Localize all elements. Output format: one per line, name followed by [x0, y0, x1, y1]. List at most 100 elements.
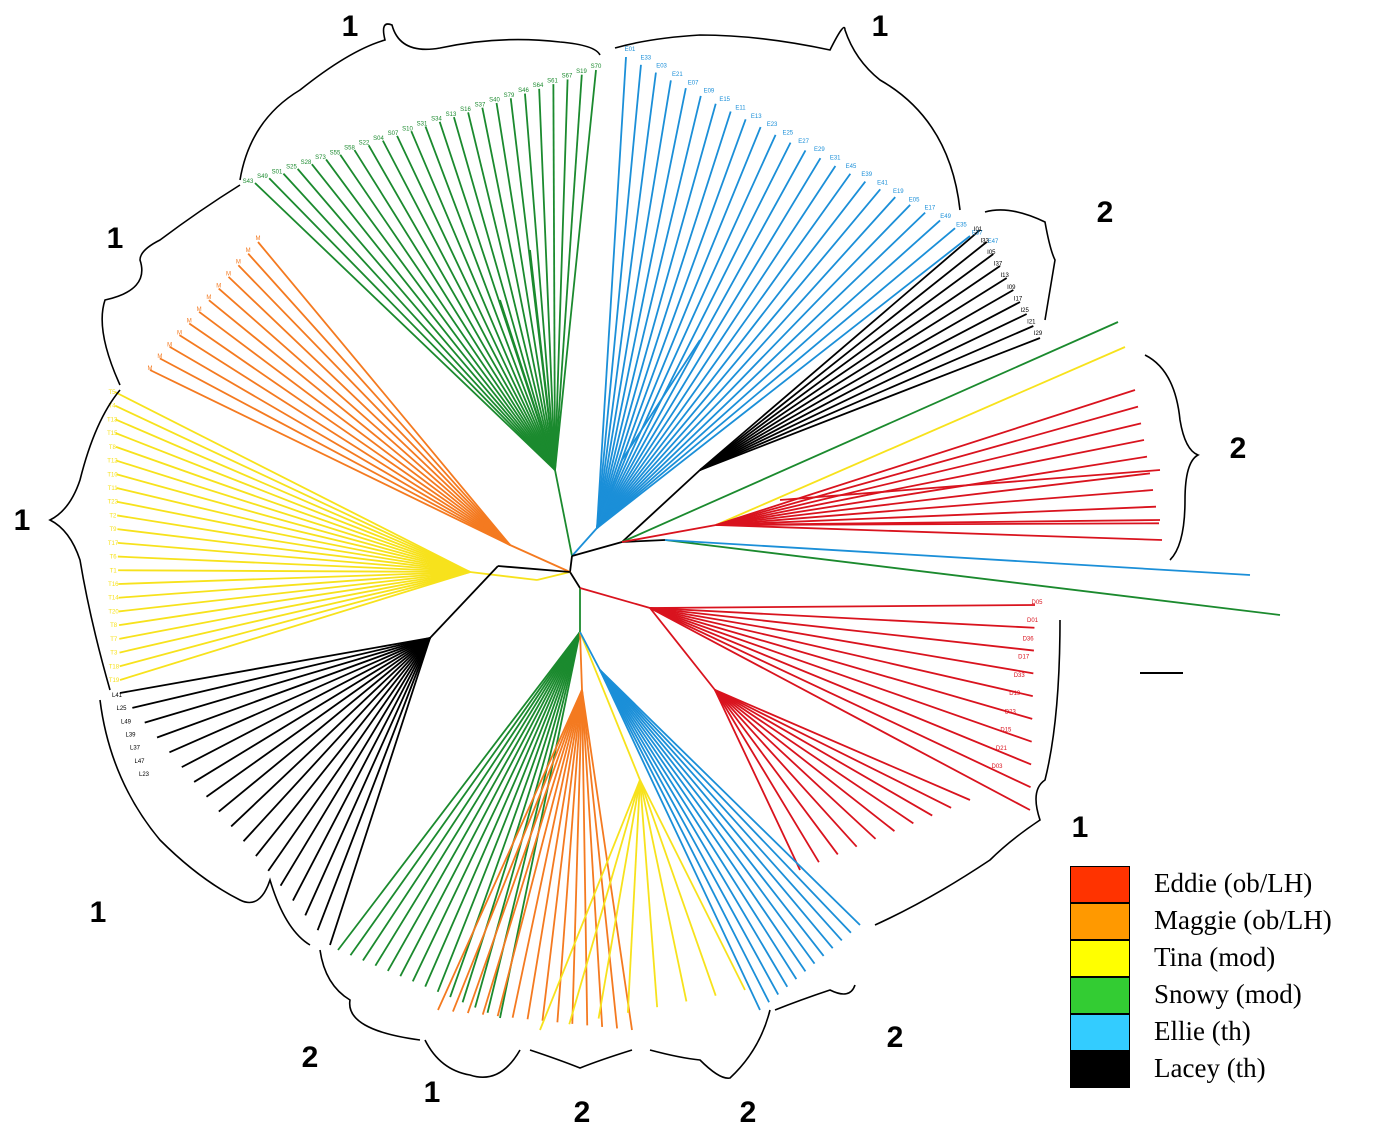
tip-label: T2: [109, 513, 117, 519]
tina-branch: [117, 541, 471, 573]
lacey-branch: [267, 637, 431, 872]
lacey-internal: [429, 565, 499, 639]
tip-label: T18: [109, 664, 120, 670]
ellie-branch: [599, 669, 789, 988]
tip-label: D05: [1031, 600, 1043, 606]
tip-label: L37: [130, 746, 141, 752]
outlier-branch: [664, 539, 1251, 576]
tip-label: E23: [767, 122, 778, 128]
legend-label-maggie: Maggie (ob/LH): [1154, 905, 1332, 935]
lacey-branch: [205, 637, 431, 798]
eddie-internal: [621, 524, 717, 543]
tip-label: D01: [1027, 618, 1039, 624]
maggie-branch: [466, 689, 583, 1014]
lacey-branch: [699, 325, 1034, 471]
tip-label: E03: [656, 64, 667, 70]
clade-number: 1: [872, 10, 889, 43]
legend-swatch-snowy: [1070, 977, 1130, 1014]
tip-label: D33: [1014, 673, 1026, 679]
clade-number: 2: [740, 1096, 757, 1128]
tip-label: E01: [625, 47, 636, 53]
clade-bracket: [1144, 354, 1200, 561]
backbone-branch: [569, 571, 581, 589]
tip-label: I29: [1034, 331, 1043, 337]
lacey-internal: [621, 469, 701, 543]
tina-stem: [536, 571, 571, 581]
tina-branch: [118, 571, 471, 585]
lacey-branch: [144, 637, 431, 724]
legend-label-ellie: Ellie (th): [1154, 1016, 1251, 1046]
tina-branch: [639, 779, 746, 991]
ellie-branch: [599, 669, 825, 957]
ellie-branch: [596, 95, 702, 529]
eddie-branch: [715, 389, 1136, 526]
tina-branch: [117, 514, 471, 573]
tina-branch: [119, 571, 471, 668]
ellie-branch: [596, 134, 777, 529]
ellie-branch: [599, 669, 798, 980]
clade-bracket: [529, 1049, 633, 1069]
tip-label: L39: [125, 733, 136, 739]
ellie-branch: [596, 103, 717, 529]
tip-label: M: [246, 248, 251, 254]
tip-label: M: [226, 271, 231, 277]
tina-branch: [119, 571, 471, 654]
lacey-branch: [119, 637, 431, 694]
snowy-branch: [554, 74, 583, 471]
tip-label: E19: [893, 189, 904, 195]
snowy-branch: [424, 126, 556, 471]
ellie-branch: [599, 669, 843, 942]
ellie-branch: [596, 204, 911, 529]
tina-branch: [116, 500, 471, 573]
maggie-branch: [496, 689, 583, 1017]
tina-branch: [114, 391, 471, 573]
tina-internal: [579, 631, 641, 781]
lacey-branch: [169, 637, 431, 754]
tip-label: E13: [751, 114, 762, 120]
snowy-branch: [411, 631, 581, 982]
lacey-branch: [699, 265, 1001, 471]
lacey-branch: [699, 241, 988, 471]
tip-label: T3: [110, 651, 118, 657]
ellie-branch: [596, 212, 926, 529]
maggie-branch: [581, 689, 633, 1031]
snowy-branch: [282, 172, 556, 471]
tip-label: E35: [956, 222, 967, 228]
maggie-branch: [159, 357, 511, 546]
eddie-branch: [649, 607, 1033, 697]
lacey-branch: [181, 637, 431, 768]
tip-label: M: [236, 260, 241, 266]
eddie-branch: [649, 607, 1034, 652]
tip-label: T1: [110, 568, 118, 574]
ellie-internal: [596, 459, 623, 529]
eddie-branch: [715, 489, 1154, 526]
lacey-branch: [156, 637, 431, 739]
tina-branch: [539, 779, 641, 1031]
tina-branch: [118, 571, 471, 627]
snowy-branch: [337, 631, 581, 951]
tip-label: D15: [1000, 728, 1012, 734]
tip-label: E45: [846, 164, 857, 170]
tip-label: S64: [533, 83, 544, 89]
tip-label: S55: [330, 150, 341, 156]
eddie-branch: [715, 422, 1142, 526]
tina-branch: [118, 569, 471, 573]
maggie-branch: [581, 689, 589, 1026]
legend-swatch-ellie: [1070, 1014, 1130, 1051]
tip-label: T20: [108, 609, 119, 615]
tip-label: D23: [1005, 709, 1017, 715]
tip-label: E15: [719, 97, 730, 103]
tip-label: T16: [108, 582, 119, 588]
ellie-branch: [596, 118, 747, 529]
eddie-branch: [649, 607, 1033, 720]
clade-bracket: [984, 209, 1056, 321]
tip-label: E09: [704, 89, 715, 95]
tip-label: I25: [1020, 308, 1029, 314]
lacey-branch: [304, 637, 431, 916]
tip-label: I37: [994, 262, 1003, 268]
tip-label: E17: [925, 206, 936, 212]
tip-label: M: [157, 354, 162, 360]
tip-label: T23: [108, 500, 119, 506]
clade-bracket: [424, 1039, 521, 1079]
